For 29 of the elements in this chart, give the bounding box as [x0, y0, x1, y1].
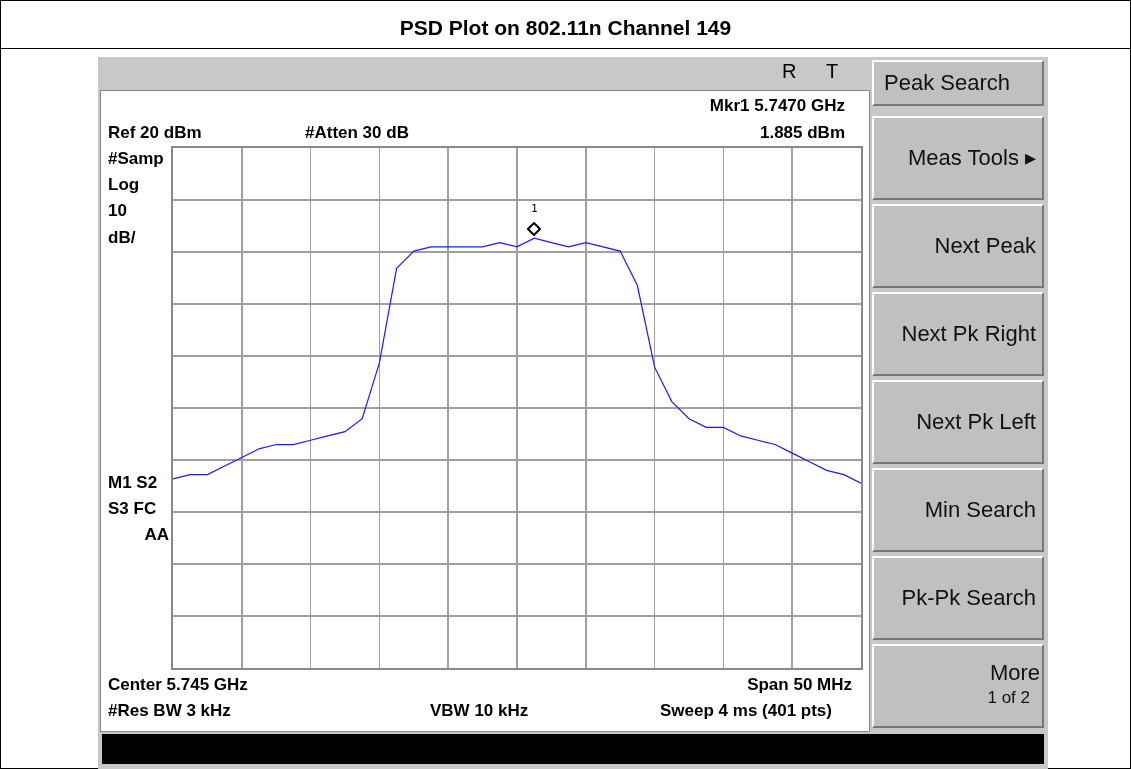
- text: Next Peak: [934, 233, 1036, 259]
- text: Sweep 4 ms (401 pts): [660, 701, 832, 721]
- text: Center 5.745 GHz: [108, 675, 248, 695]
- text: AA: [144, 525, 169, 545]
- text: M1 S2: [108, 473, 158, 493]
- text: T: [826, 60, 839, 83]
- text: More: [989, 660, 1040, 686]
- text: dB/: [108, 228, 136, 248]
- text: R: [782, 60, 797, 83]
- text: Peak Search: [884, 70, 1010, 96]
- text: 1: [531, 202, 538, 215]
- text: Pk-Pk Search: [901, 585, 1036, 611]
- text: Meas Tools ▸: [908, 145, 1036, 171]
- text: #Atten 30 dB: [305, 123, 409, 143]
- text: Next Pk Right: [901, 321, 1036, 347]
- text: 1 of 2: [987, 688, 1030, 708]
- chart-title: PSD Plot on 802.11n Channel 149: [398, 16, 733, 40]
- text: 1.885 dBm: [759, 123, 845, 143]
- text: S3 FC: [108, 499, 157, 519]
- text: 10: [108, 201, 127, 221]
- text: #Res BW 3 kHz: [108, 701, 231, 721]
- text: Ref 20 dBm: [108, 123, 202, 143]
- text: #Samp: [108, 149, 164, 169]
- text: Min Search: [924, 497, 1036, 523]
- text: Span 50 MHz: [747, 675, 852, 695]
- text: Log: [108, 175, 140, 195]
- text: VBW 10 kHz: [430, 701, 529, 721]
- text: Mkr1 5.7470 GHz: [709, 96, 845, 116]
- text: Next Pk Left: [916, 409, 1036, 435]
